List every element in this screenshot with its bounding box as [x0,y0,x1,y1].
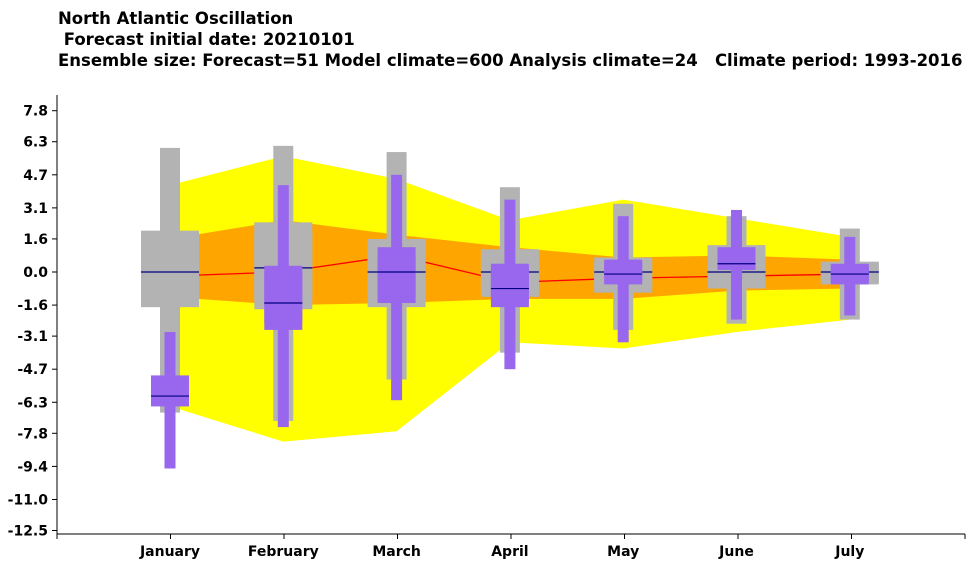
y-tick-label-1: 6.3 [23,135,48,151]
model-climate-box-january-box-core-0 [141,239,199,298]
y-tick-label-7: -3.1 [17,329,48,345]
y-tick-label-5: 0.0 [23,265,48,281]
forecast-box-july [830,236,869,316]
chart-subtitle-ensemble: Ensemble size: Forecast=51 Model climate… [58,51,963,70]
x-tick-label-february: February [248,544,319,560]
forecast-box-march-box-core-2 [377,253,416,297]
forecast-box-may [604,216,643,343]
x-tick-label-april: April [491,544,528,560]
forecast-box-june [717,209,756,320]
y-tick-label-0: 7.8 [23,104,48,120]
x-tick-label-may: May [607,544,639,560]
forecast-box-january [151,331,189,469]
forecast-box-march [377,174,416,401]
y-tick-label-11: -9.4 [17,459,48,475]
chart-titles: North Atlantic Oscillation Forecast init… [58,8,963,71]
forecast-box-february [264,185,303,428]
forecast-box-january-box-core-0 [151,379,189,403]
y-tick-label-2: 4.7 [23,168,48,184]
y-tick-label-9: -6.3 [17,395,48,411]
chart-title: North Atlantic Oscillation [58,9,294,28]
y-tick-label-6: -1.6 [17,298,48,314]
y-tick-label-13: -12.5 [8,524,48,540]
forecast-box-may-box-core-4 [604,262,643,282]
x-tick-label-july: July [834,544,864,560]
axes: 7.8 6.3 4.7 3.1 1.6 0.0 -1.6 -3.1 -4.7 -6.3 -7.8 -9… [8,95,966,560]
y-tick-label-4: 1.6 [23,232,48,248]
forecast-box-april [490,199,529,370]
forecast-box-february-box-core-1 [264,273,303,323]
forecast-box-april-box-core-3 [490,268,529,302]
x-tick-label-june: June [718,544,754,560]
y-tick-label-10: -7.8 [17,426,48,442]
forecast-box-june-box-core-5 [717,249,756,268]
y-tick-label-12: -11.0 [8,492,49,508]
x-tick-label-january: January [139,544,200,560]
box-groups [141,145,879,469]
y-tick-label-3: 3.1 [23,201,48,217]
y-tick-label-8: -4.7 [17,362,48,378]
x-tick-label-march: March [372,544,421,560]
chart-subtitle-forecast-date: Forecast initial date: 20210101 [58,30,355,49]
